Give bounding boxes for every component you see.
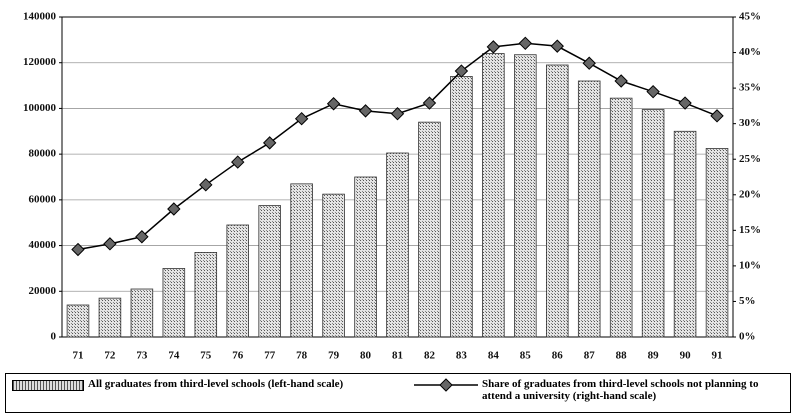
x-tick-label: 76 (232, 350, 244, 360)
bar (641, 109, 665, 338)
bar (258, 205, 281, 338)
bar (482, 53, 505, 338)
x-tick-label: 81 (392, 350, 403, 360)
bar (130, 288, 154, 338)
x-tick-label: 90 (680, 350, 692, 360)
y2-tick-label: 10% (739, 259, 761, 271)
marker (135, 230, 149, 244)
marker (294, 111, 309, 126)
marker (646, 84, 660, 99)
bar (194, 252, 218, 338)
bar (609, 97, 633, 338)
x-tick-label: 84 (488, 350, 500, 360)
marker (358, 104, 373, 118)
x-tick-label: 88 (616, 350, 628, 360)
y-tick-label: 40000 (29, 239, 57, 251)
marker (678, 96, 692, 110)
bar (577, 80, 601, 338)
marker (454, 64, 469, 78)
x-tick-label: 85 (520, 350, 532, 360)
bar (354, 176, 377, 338)
bar (705, 148, 729, 338)
bar (98, 297, 122, 338)
y2-tick-label: 0% (739, 331, 756, 343)
marker (710, 109, 724, 123)
y-tick-label: 0 (51, 331, 57, 343)
marker (262, 136, 277, 150)
marker (422, 96, 437, 110)
bar (386, 152, 409, 338)
x-tick-label: 78 (296, 350, 308, 360)
legend-item: All graduates from third-level schools (… (12, 378, 343, 391)
x-tick-label: 77 (264, 350, 276, 360)
x-tick-label: 82 (424, 350, 436, 360)
bar (673, 130, 697, 338)
x-tick-label: 91 (712, 350, 723, 360)
y-tick-label: 120000 (23, 56, 57, 68)
x-tick-label: 79 (328, 350, 340, 360)
x-tick-label: 72 (104, 350, 116, 360)
legend: All graduates from third-level schools (… (5, 373, 791, 413)
y-tick-label: 80000 (29, 148, 57, 160)
y2-tick-label: 15% (739, 224, 761, 236)
y2-tick-label: 5% (739, 295, 756, 307)
legend-swatch (414, 378, 478, 392)
marker (71, 242, 85, 257)
marker (550, 39, 564, 53)
marker (518, 36, 533, 51)
marker (199, 178, 213, 192)
y2-tick-label: 45% (739, 11, 761, 23)
y2-tick-label: 35% (739, 82, 761, 94)
y2-tick-label: 20% (739, 188, 761, 200)
y2-tick-label: 30% (739, 117, 761, 129)
bar (322, 193, 345, 338)
bar (290, 183, 313, 338)
legend-label: All graduates from third-level schools (… (88, 378, 344, 390)
x-tick-label: 89 (648, 350, 660, 360)
marker (103, 237, 117, 251)
x-tick-label: 74 (168, 350, 180, 360)
marker (486, 40, 501, 54)
bar (514, 54, 537, 338)
y2-tick-label: 40% (739, 46, 761, 58)
x-tick-label: 75 (200, 350, 212, 360)
x-tick-label: 71 (72, 350, 83, 360)
y-tick-label: 60000 (29, 193, 57, 205)
x-tick-label: 86 (552, 350, 564, 360)
bar (545, 64, 569, 338)
legend-item: Share of graduates from third-level scho… (414, 378, 786, 402)
marker (582, 56, 596, 70)
y-tick-label: 100000 (23, 102, 57, 114)
chart: 0 20000 40000 60000 80000 100000 120000 140000 0… (23, 11, 761, 362)
bar (450, 76, 473, 338)
x-tick-label: 80 (360, 350, 372, 360)
x-tick-label: 73 (136, 350, 148, 360)
y-tick-label: 20000 (29, 285, 57, 297)
y-tick-label: 140000 (23, 11, 57, 23)
x-tick-label: 83 (456, 350, 468, 360)
bar (162, 268, 186, 338)
y2-tick-label: 25% (739, 153, 761, 165)
marker (326, 97, 341, 111)
legend-label: Share of graduates from third-level scho… (482, 378, 759, 402)
bar (418, 121, 441, 338)
marker (167, 202, 181, 216)
bar (66, 304, 90, 338)
x-tick-label: 87 (584, 350, 596, 360)
bar (226, 224, 250, 338)
marker (614, 74, 628, 88)
marker (231, 155, 245, 169)
legend-swatch (12, 380, 84, 391)
marker (390, 107, 405, 121)
